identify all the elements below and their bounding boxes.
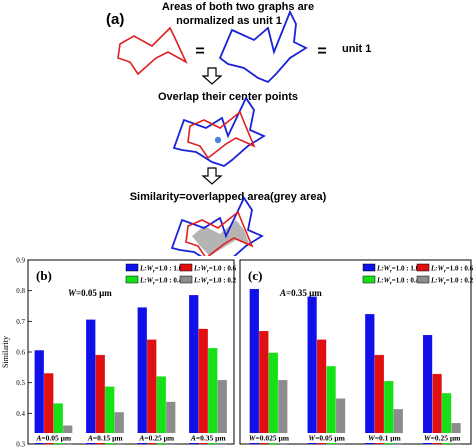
blue-graph-shape bbox=[218, 9, 308, 84]
category-label: A=0.35 μm bbox=[190, 434, 227, 443]
bar bbox=[316, 339, 327, 445]
legend-label: L:Wr=1.0 : 0.6 bbox=[193, 265, 237, 275]
y-axis-label: Similarity bbox=[1, 336, 10, 368]
legend-label: L:Wr=1.0 : 1.0 bbox=[139, 265, 183, 275]
bar bbox=[393, 409, 403, 445]
bar bbox=[432, 373, 442, 445]
category-label-box bbox=[28, 433, 79, 443]
caption-line-1: Areas of both two graphs are bbox=[162, 1, 314, 13]
legend-label: L:Wr=1.0 : 0.4 bbox=[376, 277, 420, 287]
category-label: A=0.05 μm bbox=[35, 434, 72, 443]
bar bbox=[44, 373, 54, 445]
bar bbox=[166, 401, 176, 445]
legend-label: L:Wr=1.0 : 1.0 bbox=[376, 265, 420, 275]
category-label: W=0.1 μm bbox=[368, 434, 401, 443]
overlap-blue-shape bbox=[172, 96, 266, 168]
down-arrow-icon bbox=[201, 67, 223, 85]
bar bbox=[335, 398, 346, 445]
panel-b-chart: Similarity 0.3 0.4 0.5 0.6 0.7 0.8 0.9 (b) W=0.05… bbox=[1, 257, 237, 447]
panel-label: (b) bbox=[36, 268, 52, 283]
y-tick-label: 0.8 bbox=[16, 287, 25, 295]
legend-swatch bbox=[179, 263, 193, 272]
category-label-box bbox=[183, 433, 234, 443]
step-3-text: Similarity=overlapped area(grey area) bbox=[130, 191, 327, 203]
bar bbox=[249, 288, 259, 445]
bar bbox=[268, 352, 278, 445]
y-tick-label: 0.5 bbox=[16, 379, 25, 387]
bar bbox=[217, 380, 227, 445]
bar bbox=[441, 393, 452, 445]
legend-swatch bbox=[125, 263, 139, 272]
bar bbox=[198, 328, 208, 445]
category-label: W=0.25 μm bbox=[424, 434, 461, 443]
y-tick-label: 0.6 bbox=[16, 349, 25, 357]
red-graph-shape bbox=[117, 26, 188, 76]
bar bbox=[307, 296, 317, 445]
bar bbox=[86, 319, 96, 445]
category-label-box bbox=[359, 433, 410, 443]
bar bbox=[278, 380, 288, 445]
bar bbox=[259, 330, 269, 445]
category-label: W=0.05 μm bbox=[308, 434, 345, 443]
bar bbox=[114, 412, 124, 445]
condition-label: A=0.35 μm bbox=[279, 288, 322, 298]
y-tick-label: 0.9 bbox=[16, 257, 25, 265]
y-tick-label: 0.3 bbox=[16, 441, 25, 447]
condition-label: W=0.05 μm bbox=[68, 288, 112, 298]
bar bbox=[95, 354, 105, 445]
category-label-box bbox=[243, 433, 294, 443]
equals-sign-2: = bbox=[317, 43, 326, 60]
legend-swatch bbox=[125, 275, 139, 284]
category-label-box bbox=[301, 433, 352, 443]
bar bbox=[189, 295, 199, 445]
legend-label: L:Wr=1.0 : 0.4 bbox=[139, 277, 183, 287]
result-blue-shape bbox=[170, 196, 264, 256]
legend-swatch bbox=[416, 263, 430, 272]
overlapped-area-grey bbox=[192, 220, 250, 256]
result-red-shape bbox=[185, 210, 254, 256]
bar bbox=[137, 307, 147, 445]
legend-swatch bbox=[179, 275, 193, 284]
legend-swatch bbox=[362, 263, 376, 272]
legend-label: L:Wr=1.0 : 0.2 bbox=[430, 277, 474, 287]
panel-a-schematic: (a) Areas of both two graphs are normali… bbox=[106, 1, 371, 256]
y-tick-label: 0.7 bbox=[16, 318, 25, 326]
panel-label: (c) bbox=[248, 268, 262, 283]
overlap-red-shape bbox=[187, 110, 256, 160]
bar bbox=[384, 380, 394, 445]
category-label: A=0.15 μm bbox=[87, 434, 124, 443]
bar bbox=[156, 376, 166, 445]
category-label: A=0.25 μm bbox=[138, 434, 175, 443]
y-tick-label: 0.4 bbox=[16, 410, 25, 418]
category-label-box bbox=[80, 433, 131, 443]
legend-label: L:Wr=1.0 : 0.2 bbox=[193, 277, 237, 287]
bar bbox=[105, 386, 115, 445]
category-label-box bbox=[131, 433, 182, 443]
bar bbox=[422, 334, 433, 445]
down-arrow-icon bbox=[201, 167, 223, 185]
center-point-dot bbox=[214, 136, 222, 144]
bar bbox=[34, 350, 44, 445]
category-label-box bbox=[417, 433, 468, 443]
bar bbox=[147, 339, 157, 445]
panel-c-chart: (c) A=0.35 μm L:Wr=1.0 : 1.0 L:Wr=1.0 : 0.6… bbox=[239, 259, 474, 445]
caption-line-2: normalized as unit 1 bbox=[176, 15, 282, 27]
equals-sign-1: = bbox=[195, 43, 204, 60]
legend-swatch bbox=[362, 275, 376, 284]
bar bbox=[53, 403, 63, 445]
bar bbox=[374, 354, 384, 445]
bar bbox=[326, 366, 336, 445]
legend-label: L:Wr=1.0 : 0.6 bbox=[430, 265, 474, 275]
step-2-text: Overlap their center points bbox=[158, 91, 298, 103]
legend-swatch bbox=[416, 275, 430, 284]
bar bbox=[365, 314, 375, 445]
category-label: W=0.025 μm bbox=[249, 434, 290, 443]
bar bbox=[208, 348, 218, 445]
panel-a-label: (a) bbox=[106, 11, 124, 28]
unit-text: unit 1 bbox=[342, 43, 371, 55]
